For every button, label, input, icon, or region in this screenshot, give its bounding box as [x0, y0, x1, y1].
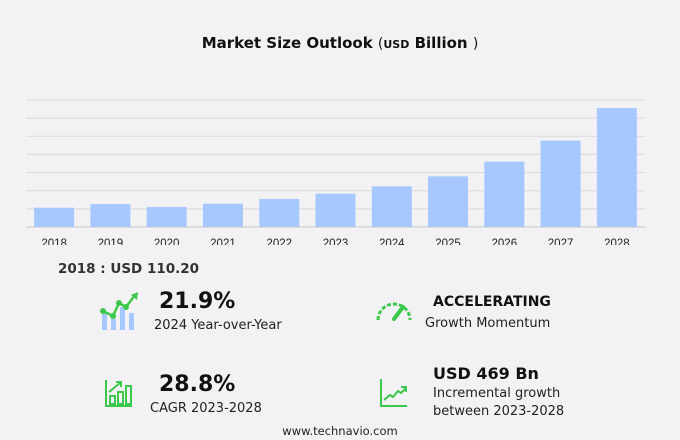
x-tick-label: 2020 — [154, 238, 180, 245]
x-tick-label: 2025 — [435, 238, 461, 245]
x-tick-label: 2027 — [548, 238, 574, 245]
line-growth-icon — [380, 379, 407, 407]
incremental-label-1: Incremental growth — [433, 386, 561, 401]
momentum-value: ACCELERATING — [433, 294, 551, 310]
yoy-label: 2024 Year-over-Year — [154, 318, 282, 333]
bar-chart: 2018 2019 2020 2021 2022 2023 2024 2025 2026 2027… — [26, 99, 645, 245]
chart-title: Market Size Outlook (USD Billion ) — [0, 34, 680, 52]
x-tick-label: 2026 — [492, 238, 518, 245]
bar-2022 — [259, 198, 300, 227]
x-tick-label: 2028 — [604, 238, 630, 245]
bar-2025 — [428, 176, 469, 227]
trend-chart-icon — [100, 292, 138, 330]
bar-2026 — [484, 161, 525, 227]
x-tick-label: 2019 — [98, 238, 124, 245]
momentum-label: Growth Momentum — [425, 316, 551, 331]
incremental-label-2: between 2023-2028 — [433, 404, 565, 419]
bar-2021 — [202, 203, 243, 227]
x-tick-label: 2023 — [323, 238, 349, 245]
incremental-value: USD 469 Bn — [433, 364, 539, 383]
bar-2020 — [146, 207, 187, 227]
x-tick-label: 2022 — [266, 238, 292, 245]
bar-2023 — [315, 193, 356, 227]
yoy-value: 21.9% — [159, 289, 236, 314]
speedometer-icon — [376, 302, 412, 321]
base-year-value: 2018 : USD 110.20 — [58, 261, 200, 277]
x-tick-label: 2024 — [379, 238, 405, 245]
bar-2018 — [34, 207, 75, 227]
title-text: Market Size Outlook — [201, 34, 373, 52]
title-paren-open: ( — [377, 36, 384, 52]
x-tick-label: 2018 — [41, 238, 67, 245]
footer-source: www.technavio.com — [282, 424, 398, 438]
title-paren-close: ) — [472, 36, 479, 52]
title-unit-word: Billion — [414, 34, 468, 52]
bar-2024 — [371, 186, 412, 227]
bar-2028 — [596, 108, 637, 227]
bar-2027 — [540, 140, 581, 227]
growth-bars-icon — [105, 380, 132, 407]
cagr-label: CAGR 2023-2028 — [150, 401, 262, 416]
bar-2019 — [90, 204, 131, 227]
x-tick-label: 2021 — [210, 238, 236, 245]
title-unit: USD — [383, 38, 410, 51]
cagr-value: 28.8% — [159, 372, 236, 397]
